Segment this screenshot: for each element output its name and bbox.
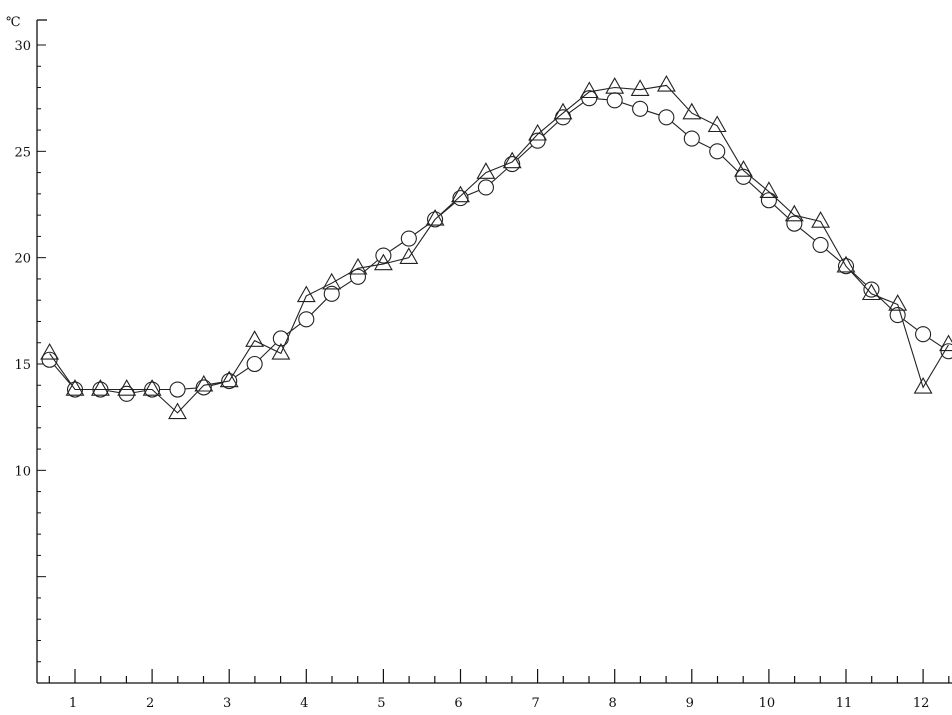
triangle-marker: [734, 160, 753, 177]
triangle-marker: [90, 379, 110, 396]
circle-marker: [349, 268, 367, 285]
x-tick-label: 7: [531, 696, 539, 711]
triangle-marker: [656, 74, 676, 92]
circle-marker: [41, 351, 58, 368]
circle-marker: [786, 215, 803, 232]
y-ticks: 10 15 20 25 30: [14, 39, 46, 663]
triangle-marker: [168, 402, 187, 420]
y-tick-label: 30: [14, 39, 31, 54]
circle-marker: [452, 190, 469, 207]
circle-marker: [529, 132, 546, 149]
x-tick-label: 1: [69, 696, 77, 711]
triangle-marker: [784, 204, 804, 222]
x-tick-label: 6: [454, 696, 462, 711]
triangle-marker: [502, 151, 522, 169]
y-unit-label: ℃: [6, 15, 21, 30]
circle-marker: [477, 179, 494, 196]
circle-marker: [400, 230, 417, 247]
triangle-marker: [528, 123, 548, 141]
triangle-marker: [245, 330, 265, 347]
triangle-marker: [451, 185, 470, 203]
triangle-marker: [219, 370, 239, 388]
triangle-marker: [861, 283, 881, 301]
y-tick-label: 10: [14, 464, 31, 479]
series-triangle: [40, 74, 952, 420]
triangle-marker: [194, 374, 214, 392]
circle-marker: [683, 130, 700, 147]
circle-marker: [889, 307, 906, 324]
x-tick-label: 2: [146, 696, 154, 711]
circle-marker: [298, 311, 315, 328]
circle-marker: [709, 143, 726, 160]
triangle-marker: [296, 285, 316, 303]
circle-marker: [323, 285, 340, 302]
circle-marker: [246, 355, 263, 373]
triangle-marker: [117, 379, 137, 396]
x-tick-label: 9: [686, 696, 694, 711]
circle-marker: [606, 92, 623, 109]
circle-marker: [915, 326, 932, 343]
series-line-triangle: [49, 84, 949, 414]
x-tick-label: 10: [759, 696, 776, 711]
x-tick-label: 5: [377, 696, 385, 711]
triangle-marker: [605, 77, 625, 94]
triangle-marker: [142, 379, 162, 396]
circle-marker: [195, 379, 212, 396]
x-tick-label: 12: [913, 696, 930, 711]
circle-marker: [272, 330, 289, 347]
triangle-marker: [40, 342, 60, 360]
circle-marker: [863, 281, 880, 298]
x-ticks: 1 2 3 4 5 6 7 8 9 10 11 12: [48, 669, 950, 711]
x-tick-label: 11: [836, 696, 853, 711]
triangle-marker: [913, 376, 933, 394]
triangle-marker: [579, 81, 599, 99]
triangle-marker: [322, 272, 342, 290]
triangle-marker: [348, 257, 368, 275]
circle-marker: [760, 192, 777, 209]
triangle-marker: [707, 115, 727, 133]
circle-marker: [632, 100, 649, 117]
axes: ℃: [6, 15, 952, 684]
triangle-marker: [271, 342, 291, 360]
x-tick-label: 8: [609, 696, 617, 711]
triangle-marker: [939, 334, 952, 352]
triangle-marker: [682, 102, 702, 120]
triangle-marker: [759, 181, 779, 198]
triangle-marker: [630, 79, 650, 96]
y-tick-label: 20: [14, 252, 31, 267]
series-layer: [40, 74, 952, 420]
triangle-marker: [373, 253, 393, 271]
triangle-marker: [476, 162, 496, 179]
triangle-marker: [65, 379, 85, 396]
x-tick-label: 3: [223, 696, 231, 711]
circle-marker: [812, 236, 829, 253]
triangle-marker: [553, 102, 573, 120]
circle-marker: [940, 343, 952, 360]
triangle-marker: [836, 255, 856, 273]
circle-marker: [658, 109, 675, 126]
triangle-marker: [425, 208, 445, 226]
triangle-marker: [811, 211, 831, 228]
circle-marker: [169, 381, 186, 398]
y-tick-label: 15: [14, 358, 31, 373]
triangle-marker: [888, 294, 908, 311]
y-tick-label: 25: [14, 145, 31, 160]
x-tick-label: 4: [300, 696, 308, 711]
series-circle: [41, 90, 952, 402]
triangle-marker: [399, 247, 419, 264]
